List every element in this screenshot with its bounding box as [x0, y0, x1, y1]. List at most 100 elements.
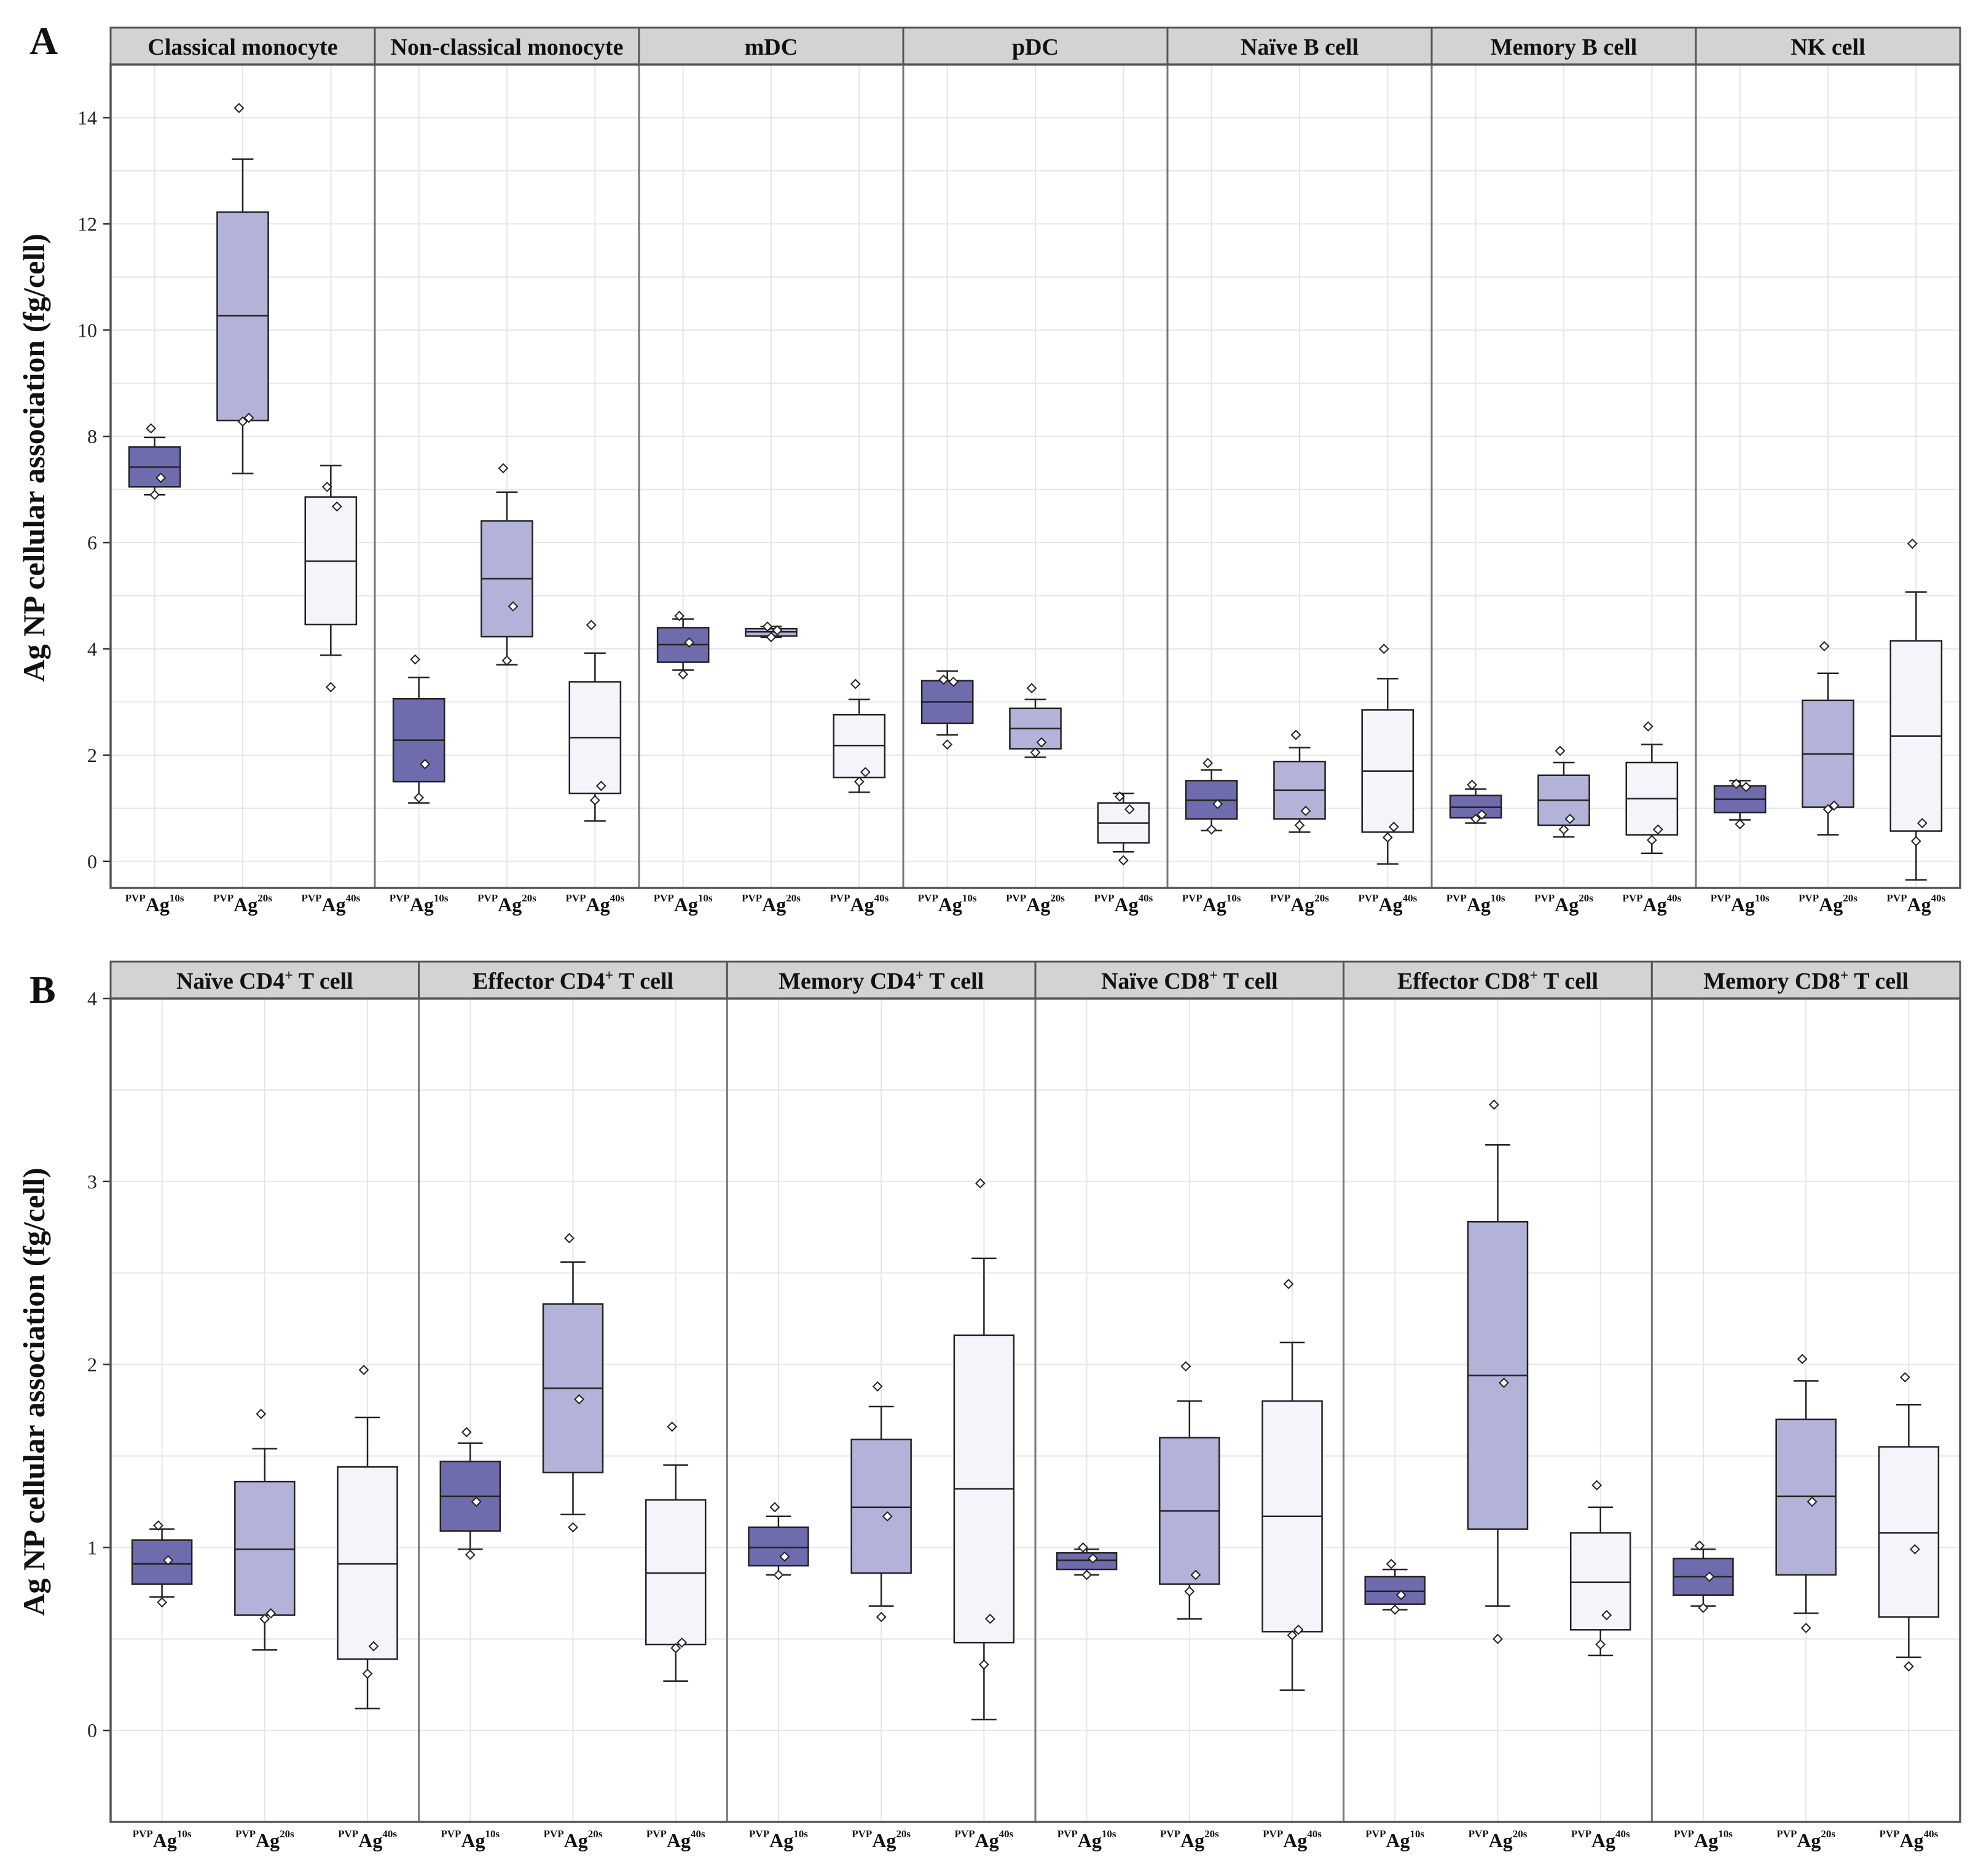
x-tick-prefix: PVP — [918, 892, 938, 904]
x-tick-base: Ag — [1078, 1829, 1102, 1851]
x-tick-superscript: 10s — [1410, 1828, 1425, 1840]
box-iqr — [1569, 1532, 1631, 1631]
facet-title: Non-classical monocyte — [391, 34, 624, 60]
box-Ag20s — [1009, 683, 1062, 758]
x-tick-prefix: PVP — [338, 1828, 358, 1840]
x-tick-base: Ag — [1489, 1829, 1513, 1851]
data-point — [1382, 832, 1393, 843]
x-tick-superscript: 40s — [610, 892, 625, 904]
box-iqr — [1364, 1576, 1426, 1605]
data-point — [325, 681, 336, 693]
data-point — [465, 1549, 476, 1560]
data-point — [1395, 1590, 1406, 1601]
box-Ag10s — [1056, 1542, 1118, 1580]
x-tick-base: Ag — [1114, 893, 1138, 916]
x-tick-label: PVPAg40s — [1358, 892, 1417, 916]
x-tick-superscript: 20s — [257, 892, 272, 904]
facet-title-text: pDC — [1012, 34, 1059, 60]
data-point — [1030, 747, 1041, 758]
x-tick-superscript: 20s — [896, 1828, 911, 1840]
facet-title: Naïve CD8+ T cell — [1101, 968, 1278, 994]
y-tick-label: 4 — [87, 987, 97, 1010]
data-point — [1388, 822, 1399, 832]
facet-title-suffix: T cell — [293, 968, 353, 994]
data-point — [684, 637, 695, 648]
x-tick-base: Ag — [1797, 1829, 1821, 1851]
data-point — [1202, 758, 1214, 769]
x-tick-label: PVPAg20s — [1469, 1828, 1528, 1851]
x-tick-prefix: PVP — [830, 892, 850, 904]
data-point — [762, 621, 773, 632]
x-tick-base: Ag — [564, 1829, 588, 1851]
x-tick-label: PVPAg10s — [1365, 1828, 1424, 1851]
x-tick-label: PVPAg40s — [1886, 892, 1945, 916]
x-tick-prefix: PVP — [133, 1828, 153, 1840]
facet-title-suffix: T cell — [613, 968, 673, 994]
x-tick-superscript: 20s — [1204, 1828, 1219, 1840]
data-point — [243, 412, 254, 423]
x-tick-prefix: PVP — [1622, 892, 1642, 904]
facet-title: Naïve B cell — [1241, 34, 1359, 60]
x-tick-base: Ag — [1290, 893, 1314, 916]
facet-title-text: Classical monocyte — [147, 34, 337, 60]
panel-a-letter: A — [29, 19, 58, 63]
data-point — [766, 632, 777, 643]
x-tick-base: Ag — [410, 893, 434, 916]
x-tick-prefix: PVP — [1469, 1828, 1489, 1840]
facet-strip — [726, 960, 1037, 1000]
x-tick-base: Ag — [938, 893, 962, 916]
x-tick-superscript: 10s — [1718, 1828, 1733, 1840]
box-Ag20s — [1273, 729, 1326, 833]
data-point — [461, 1427, 472, 1438]
data-point — [233, 103, 245, 114]
x-tick-prefix: PVP — [544, 1828, 564, 1840]
x-tick-label: PVPAg20s — [477, 892, 536, 916]
data-point — [1300, 806, 1311, 817]
facet-title: Memory CD8+ T cell — [1703, 968, 1908, 994]
box-iqr — [131, 1539, 193, 1585]
x-tick-prefix: PVP — [1711, 892, 1731, 904]
x-tick-label: PVPAg40s — [1622, 892, 1681, 916]
facet-title: NK cell — [1791, 34, 1865, 60]
data-point — [1212, 798, 1223, 809]
data-point — [1477, 809, 1488, 820]
data-point — [984, 1614, 995, 1624]
data-point — [1180, 1361, 1191, 1372]
data-point — [769, 1502, 780, 1513]
box-iqr — [234, 1480, 296, 1616]
x-tick-label: PVPAg20s — [1160, 1828, 1219, 1851]
x-tick-superscript: 10s — [962, 892, 977, 904]
data-point — [876, 1612, 887, 1622]
facet-strip — [638, 26, 904, 66]
x-tick-superscript: 20s — [1050, 892, 1065, 904]
x-tick-base: Ag — [256, 1829, 280, 1851]
x-tick-prefix: PVP — [749, 1828, 769, 1840]
x-tick-label: PVPAg20s — [1776, 1828, 1835, 1851]
data-point — [1114, 791, 1125, 802]
x-tick-base: Ag — [498, 893, 522, 916]
box-Ag20s — [216, 103, 269, 474]
y-tick-label: 10 — [77, 319, 97, 341]
box-Ag10s — [748, 1502, 809, 1580]
data-point — [589, 795, 600, 806]
data-point — [779, 1551, 790, 1562]
facet-title: Effector CD8+ T cell — [1397, 968, 1598, 994]
x-tick-label: PVPAg10s — [133, 1828, 192, 1851]
x-tick-superscript: 10s — [793, 1828, 808, 1840]
plot-frame — [109, 63, 1961, 889]
x-tick-label: PVPAg10s — [1446, 892, 1505, 916]
facet-title-superscript: + — [605, 968, 614, 984]
box-Ag20s — [542, 1233, 604, 1533]
x-tick-base: Ag — [321, 893, 345, 916]
y-tick-label: 2 — [87, 744, 97, 766]
data-point — [501, 655, 512, 666]
x-tick-base: Ag — [146, 893, 170, 916]
x-tick-base: Ag — [1642, 893, 1666, 916]
x-tick-base: Ag — [1555, 893, 1579, 916]
data-point — [670, 1642, 681, 1654]
data-point — [498, 463, 509, 474]
facet-strip — [374, 26, 640, 66]
data-point — [259, 1614, 270, 1624]
